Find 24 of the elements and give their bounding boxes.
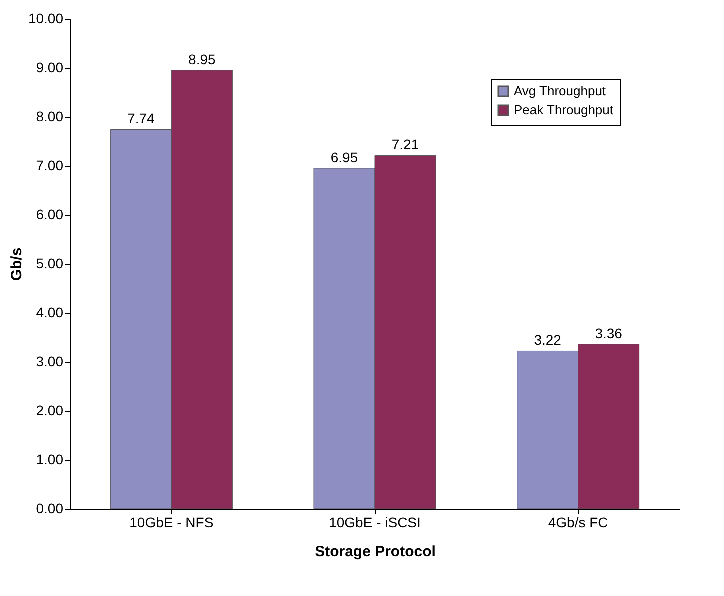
data-label: 6.95 xyxy=(330,149,358,166)
data-label: 3.22 xyxy=(534,332,562,348)
y-tick-label: 7.00 xyxy=(36,158,64,174)
x-tick-label: 4Gb/s FC xyxy=(548,514,608,530)
y-tick-label: 1.00 xyxy=(36,452,64,468)
y-tick-label: 6.00 xyxy=(36,206,64,222)
y-tick-label: 2.00 xyxy=(36,402,64,418)
data-label: 7.74 xyxy=(128,110,156,127)
y-tick-label: 4.00 xyxy=(36,304,64,320)
legend-label: Peak Throughput xyxy=(514,102,614,118)
data-label: 8.95 xyxy=(188,51,216,68)
y-tick-label: 3.00 xyxy=(36,354,64,370)
data-label: 3.36 xyxy=(595,325,623,342)
y-tick-label: 5.00 xyxy=(36,256,64,272)
data-label: 7.21 xyxy=(392,136,420,153)
legend-label: Avg Throughput xyxy=(514,84,606,98)
x-axis-title: Storage Protocol xyxy=(315,544,436,560)
y-axis-title: Gb/s xyxy=(8,248,26,282)
y-tick-label: 8.00 xyxy=(36,108,64,124)
x-tick-label: 10GbE - NFS xyxy=(130,514,214,530)
y-tick-label: 0.00 xyxy=(36,500,64,516)
x-tick-label: 10GbE - iSCSI xyxy=(329,514,421,530)
y-tick-label: 9.00 xyxy=(36,60,64,76)
y-tick-label: 10.00 xyxy=(28,10,64,26)
